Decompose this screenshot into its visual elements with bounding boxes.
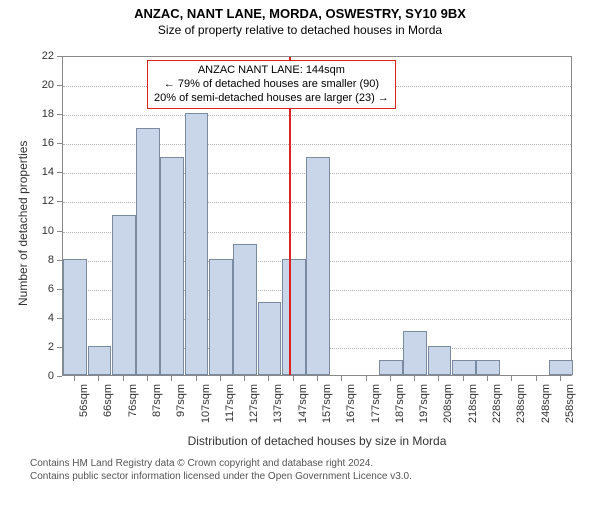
ytick-mark — [57, 85, 62, 86]
xtick-label: 147sqm — [297, 384, 309, 434]
xtick-label: 127sqm — [248, 384, 260, 434]
histogram-bar — [88, 346, 112, 375]
xtick-label: 177sqm — [370, 384, 382, 434]
xtick-mark — [293, 376, 294, 381]
xtick-mark — [220, 376, 221, 381]
xtick-mark — [511, 376, 512, 381]
ytick-mark — [57, 56, 62, 57]
ytick-label: 12 — [34, 195, 54, 207]
ytick-label: 0 — [34, 370, 54, 382]
ytick-mark — [57, 376, 62, 377]
xtick-mark — [196, 376, 197, 381]
histogram-bar — [282, 259, 306, 375]
xtick-label: 137sqm — [272, 384, 284, 434]
histogram-bar — [185, 113, 209, 375]
xtick-mark — [268, 376, 269, 381]
xtick-label: 66sqm — [102, 384, 114, 434]
gridline — [63, 115, 571, 116]
xtick-mark — [123, 376, 124, 381]
xtick-mark — [147, 376, 148, 381]
xtick-mark — [244, 376, 245, 381]
xtick-label: 258sqm — [564, 384, 576, 434]
xtick-label: 248sqm — [540, 384, 552, 434]
footer-line: Contains HM Land Registry data © Crown c… — [30, 458, 412, 471]
histogram-bar — [403, 331, 427, 375]
xtick-label: 197sqm — [418, 384, 430, 434]
xtick-mark — [414, 376, 415, 381]
xtick-mark — [487, 376, 488, 381]
annotation-line: ANZAC NANT LANE: 144sqm — [154, 64, 389, 78]
xtick-mark — [317, 376, 318, 381]
histogram-bar — [306, 157, 330, 375]
xtick-mark — [366, 376, 367, 381]
xtick-label: 107sqm — [200, 384, 212, 434]
xtick-label: 97sqm — [175, 384, 187, 434]
histogram-bar — [112, 215, 136, 375]
annotation-line: ← 79% of detached houses are smaller (90… — [154, 78, 389, 92]
xtick-label: 56sqm — [78, 384, 90, 434]
ytick-label: 18 — [34, 108, 54, 120]
xtick-label: 218sqm — [467, 384, 479, 434]
ytick-label: 10 — [34, 225, 54, 237]
xtick-label: 228sqm — [491, 384, 503, 434]
histogram-bar — [233, 244, 257, 375]
ytick-mark — [57, 318, 62, 319]
ytick-mark — [57, 289, 62, 290]
ytick-mark — [57, 201, 62, 202]
annotation-box: ANZAC NANT LANE: 144sqm ← 79% of detache… — [147, 60, 396, 109]
chart-title: ANZAC, NANT LANE, MORDA, OSWESTRY, SY10 … — [0, 6, 600, 21]
ytick-label: 14 — [34, 166, 54, 178]
ytick-mark — [57, 260, 62, 261]
xtick-label: 76sqm — [127, 384, 139, 434]
ytick-mark — [57, 143, 62, 144]
ytick-mark — [57, 114, 62, 115]
histogram-bar — [428, 346, 452, 375]
histogram-bar — [476, 360, 500, 375]
ytick-label: 2 — [34, 341, 54, 353]
histogram-bar — [549, 360, 573, 375]
chart-subtitle: Size of property relative to detached ho… — [0, 23, 600, 37]
ytick-label: 4 — [34, 312, 54, 324]
xtick-mark — [463, 376, 464, 381]
histogram-bar — [379, 360, 403, 375]
xtick-mark — [536, 376, 537, 381]
histogram-bar — [258, 302, 282, 375]
ytick-mark — [57, 347, 62, 348]
histogram-bar — [160, 157, 184, 375]
footer-line: Contains public sector information licen… — [30, 471, 412, 484]
histogram-bar — [452, 360, 476, 375]
ytick-mark — [57, 231, 62, 232]
xtick-mark — [341, 376, 342, 381]
histogram-bar — [136, 128, 160, 375]
footer-attribution: Contains HM Land Registry data © Crown c… — [30, 458, 412, 483]
xtick-label: 157sqm — [321, 384, 333, 434]
ytick-label: 16 — [34, 137, 54, 149]
xtick-label: 167sqm — [345, 384, 357, 434]
ytick-mark — [57, 172, 62, 173]
xtick-label: 208sqm — [442, 384, 454, 434]
xtick-label: 238sqm — [515, 384, 527, 434]
histogram-bar — [63, 259, 87, 375]
xtick-label: 187sqm — [394, 384, 406, 434]
xtick-mark — [98, 376, 99, 381]
xtick-mark — [171, 376, 172, 381]
xtick-mark — [390, 376, 391, 381]
ytick-label: 20 — [34, 79, 54, 91]
xtick-mark — [74, 376, 75, 381]
annotation-line: 20% of semi-detached houses are larger (… — [154, 92, 389, 106]
ytick-label: 22 — [34, 50, 54, 62]
histogram-bar — [209, 259, 233, 375]
xtick-label: 87sqm — [151, 384, 163, 434]
ytick-label: 8 — [34, 254, 54, 266]
xtick-mark — [560, 376, 561, 381]
ytick-label: 6 — [34, 283, 54, 295]
xtick-mark — [438, 376, 439, 381]
xtick-label: 117sqm — [224, 384, 236, 434]
x-axis-label: Distribution of detached houses by size … — [62, 434, 572, 448]
y-axis-label: Number of detached properties — [16, 141, 30, 306]
